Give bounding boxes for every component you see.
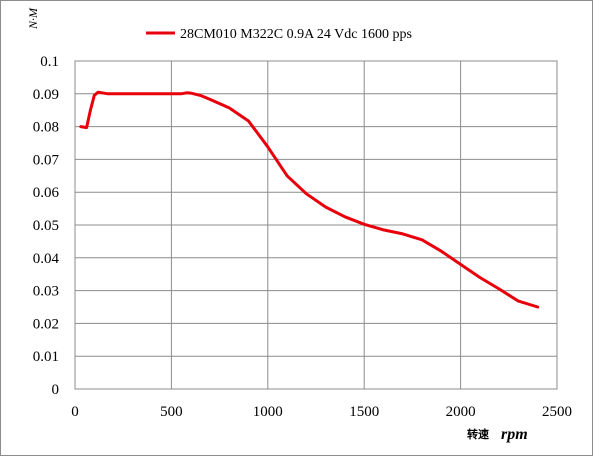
x-tick-label: 0: [71, 404, 79, 420]
x-tick-label: 500: [160, 404, 183, 420]
series-line-0: [79, 90, 540, 309]
x-tick-label: 2000: [446, 404, 476, 420]
y-axis-label: N·M: [26, 7, 40, 30]
x-axis-unit-label: rpm: [501, 426, 528, 443]
y-tick-label: 0: [52, 382, 60, 398]
x-tick-label: 1000: [253, 404, 283, 420]
x-axis-label: 转速: [467, 427, 489, 441]
legend-label: 28CM010 M322C 0.9A 24 Vdc 1600 pps: [180, 27, 412, 42]
y-tick-label: 0.04: [33, 251, 60, 267]
y-tick-label: 0.08: [33, 120, 59, 136]
y-tick-label: 0.1: [40, 54, 59, 70]
x-tick-label: 1500: [349, 404, 379, 420]
y-tick-label: 0.01: [33, 349, 59, 365]
plot-area-border: [74, 60, 558, 390]
y-tick-label: 0.02: [33, 316, 59, 332]
y-tick-label: 0.05: [33, 218, 59, 234]
y-tick-label: 0.06: [33, 185, 60, 201]
y-tick-label: 0.09: [33, 87, 59, 103]
x-axis-ticks: 0 500 1000 1500 2000 2500: [71, 404, 572, 420]
series-group: [79, 90, 540, 309]
grid-lines: [74, 60, 558, 390]
x-tick-label: 2500: [542, 404, 572, 420]
y-tick-label: 0.03: [33, 284, 59, 300]
y-axis-ticks: 0 0.01 0.02 0.03 0.04 0.05 0.06 0.07 0.08 0.09 0.1: [33, 54, 60, 398]
y-tick-label: 0.07: [33, 152, 60, 168]
